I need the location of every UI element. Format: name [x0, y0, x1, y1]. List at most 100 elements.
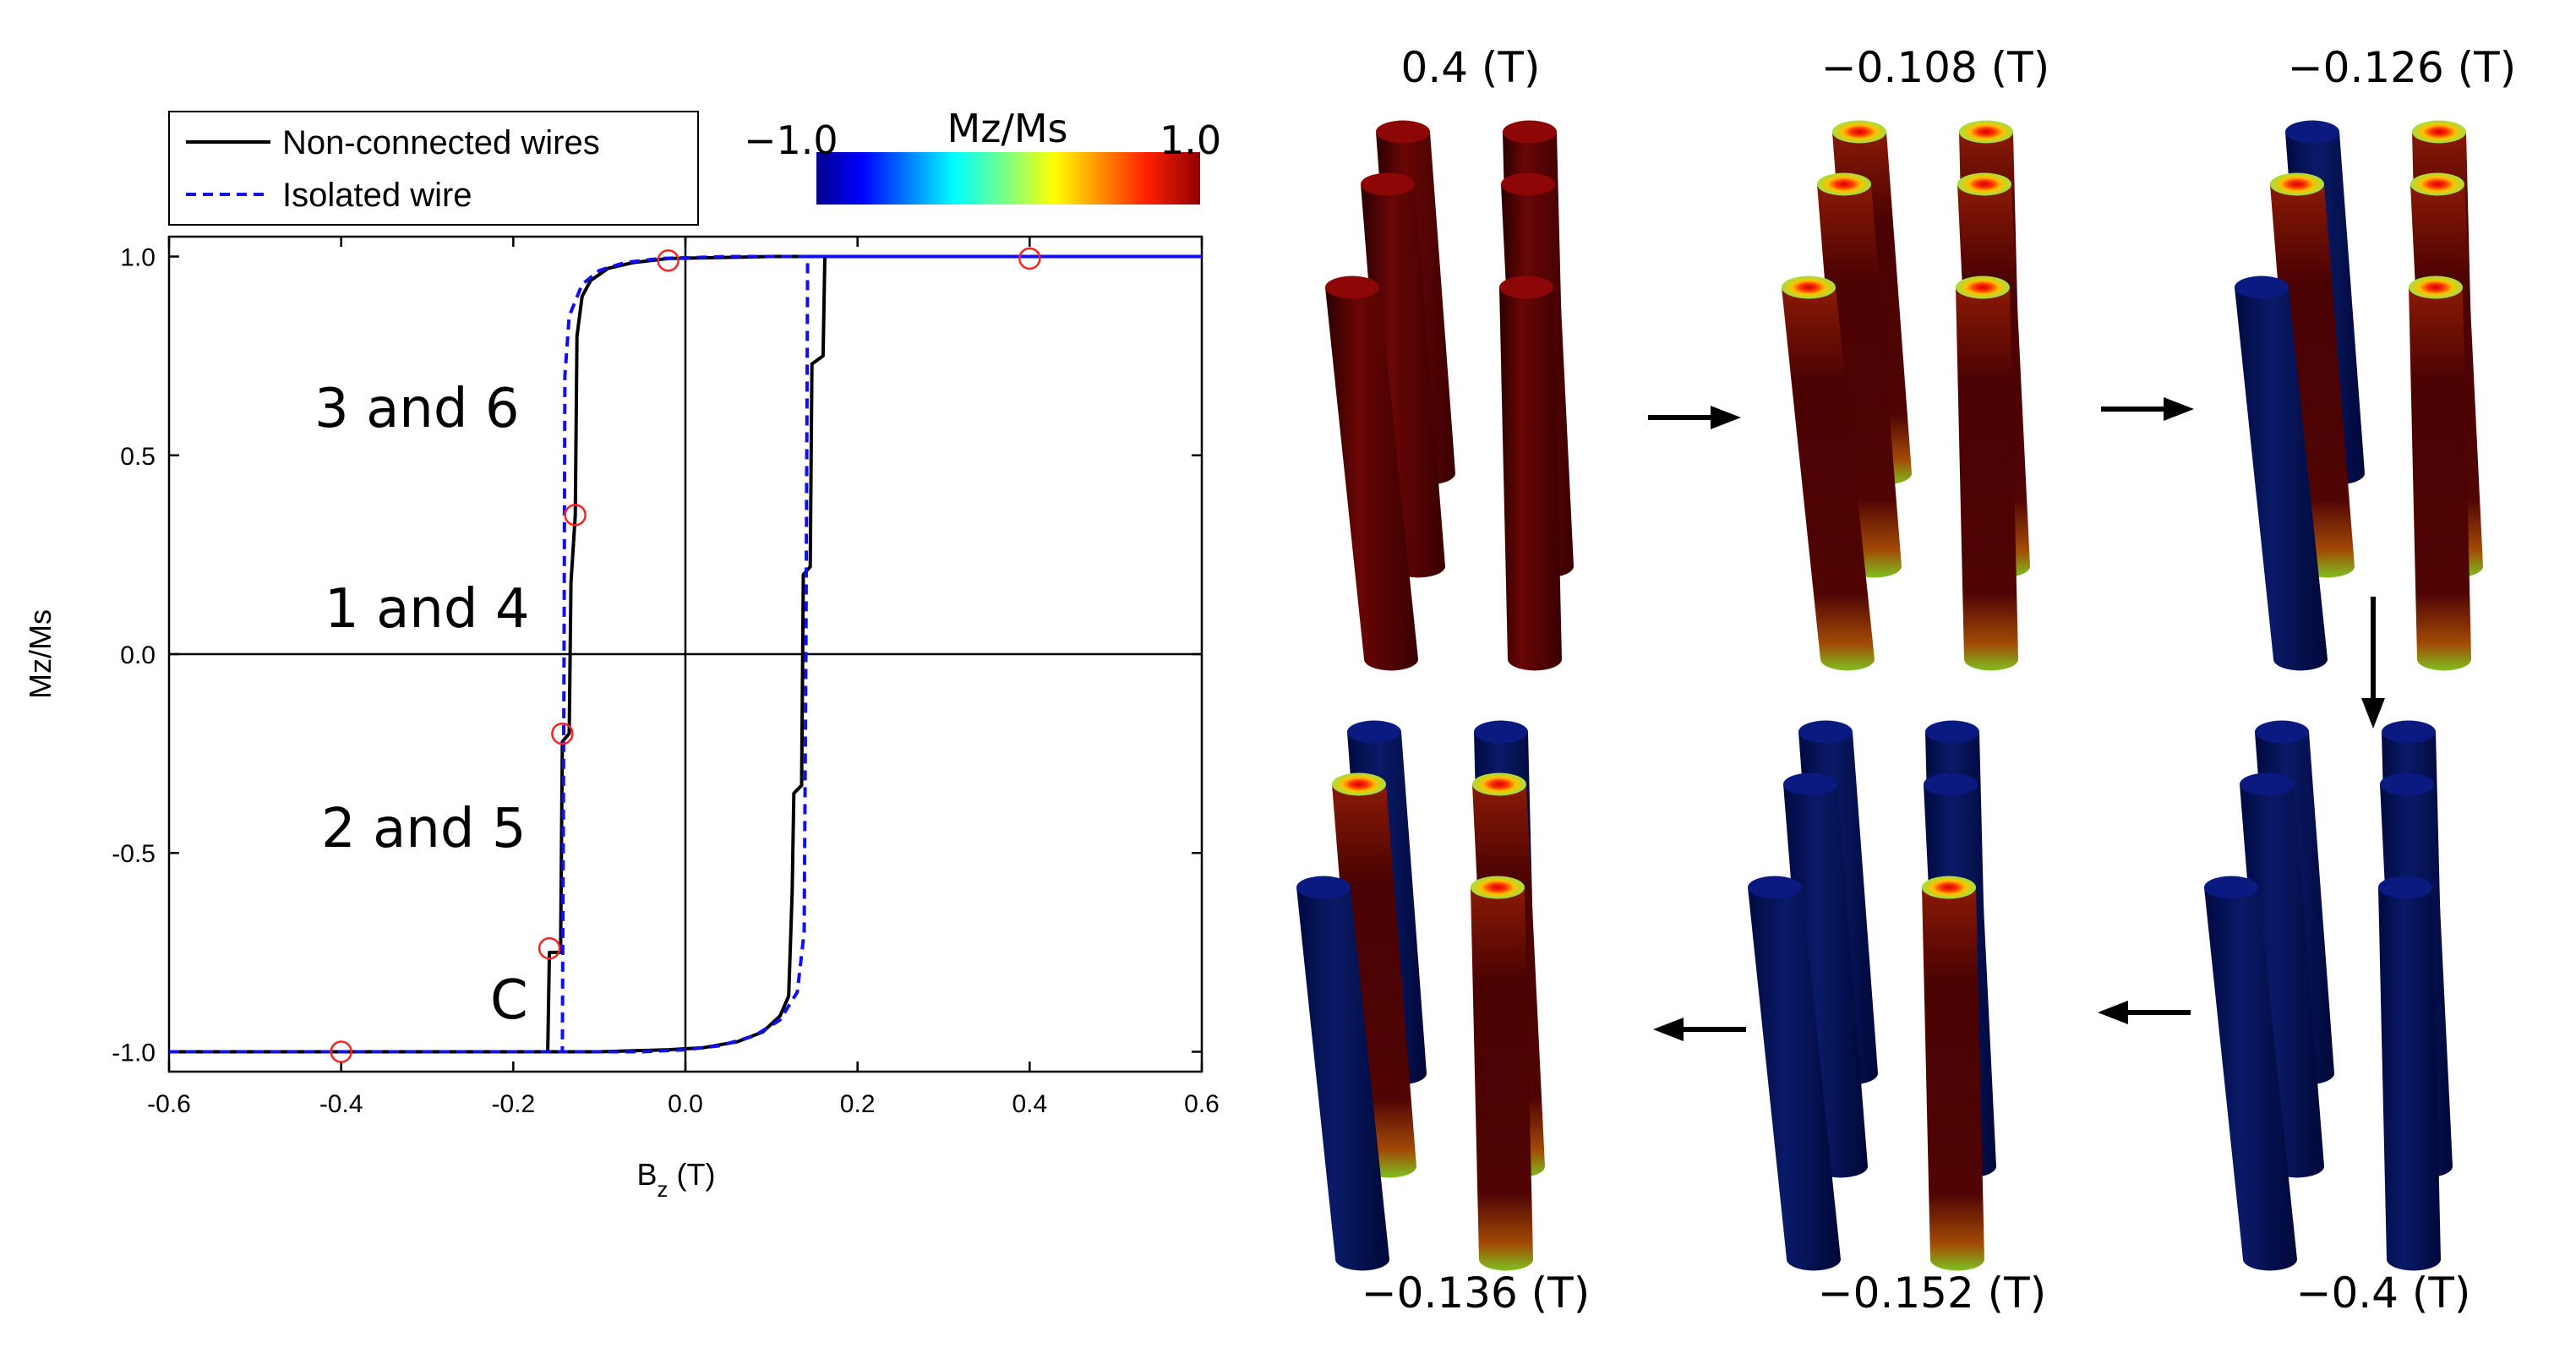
nanowire-top — [2285, 120, 2339, 144]
nanowire-body — [1922, 887, 1984, 1271]
sequence-arrow — [2361, 597, 2385, 729]
wire-panel-1 — [1325, 120, 1574, 671]
series-non-connected-branch-2 — [169, 254, 1202, 1054]
nanowire-body — [1782, 287, 1875, 671]
nanowire-top — [2204, 876, 2258, 899]
series-isolated-branch-2 — [169, 254, 1202, 1054]
colorbar-max-label: 1.0 — [1160, 117, 1221, 163]
legend: Non-connected wires Isolated wire — [168, 111, 699, 226]
arrow-head — [1711, 406, 1741, 429]
nanowire-top — [1347, 720, 1401, 744]
legend-box — [168, 111, 699, 226]
sequence-arrow — [2101, 397, 2194, 421]
series-group — [169, 254, 1202, 1054]
x-axis-title-main: B — [637, 1157, 658, 1192]
field-label-minus-0-4: −0.4 (T) — [2296, 1269, 2471, 1318]
nanowire-body — [2409, 287, 2471, 671]
wire-panel-6 — [1296, 720, 1545, 1271]
nanowire — [2270, 172, 2355, 578]
state-marker — [330, 1040, 352, 1063]
state-markers — [330, 247, 1041, 1063]
nanowire-top — [2235, 276, 2289, 299]
sequence-arrows — [1648, 397, 2385, 1041]
nanowire-body — [1361, 184, 1445, 578]
y-tick-label: 0.0 — [120, 641, 156, 669]
wire-panel-2 — [1782, 120, 2030, 671]
nanowire-top — [1782, 276, 1836, 299]
nanowire-top — [1925, 720, 1979, 744]
nanowire-top — [1501, 172, 1555, 196]
nanowire-top — [2409, 276, 2463, 299]
nanowire-top — [1924, 772, 1978, 796]
state-marker — [551, 722, 574, 745]
nanowire-top — [2255, 720, 2309, 744]
x-tick-label: 0.6 — [1184, 1090, 1220, 1118]
wire-panel-3 — [2235, 120, 2483, 671]
field-label-minus-0-152: −0.152 (T) — [1818, 1269, 2046, 1318]
nanowire — [2409, 276, 2471, 671]
annotation-3-and-6: 3 and 6 — [314, 378, 520, 440]
nanowire-body — [2270, 184, 2355, 578]
state-marker — [1018, 247, 1041, 270]
nanowire-top — [1748, 876, 1802, 899]
nanowire-body — [1296, 887, 1389, 1271]
nanowire — [2204, 876, 2297, 1271]
nanowire-body — [1783, 784, 1868, 1178]
nanowire-top — [1361, 172, 1415, 196]
field-label-0-4: 0.4 (T) — [1401, 43, 1541, 92]
annotation-2-and-5: 2 and 5 — [321, 798, 527, 860]
x-tick-label: 0.2 — [840, 1090, 876, 1118]
nanowire-body — [2240, 784, 2324, 1178]
nanowire-top — [1474, 720, 1528, 744]
wire-panel-4 — [2204, 720, 2453, 1271]
colorbar: Mz/Ms −1.0 1.0 — [744, 106, 1221, 205]
nanowire — [2378, 876, 2441, 1271]
sequence-arrow — [2098, 1001, 2191, 1024]
wire-panels — [1296, 120, 2483, 1271]
nanowire-top — [1959, 120, 2013, 144]
y-axis: -1.0 -0.5 0.0 0.5 1.0 — [112, 244, 1202, 1067]
state-marker — [657, 248, 679, 272]
nanowire-body — [1956, 287, 2018, 671]
y-tick-label: 1.0 — [120, 244, 156, 272]
annotation-c: C — [490, 969, 528, 1032]
nanowire — [1332, 772, 1416, 1178]
nanowire — [1748, 876, 1841, 1271]
nanowire-body — [1332, 784, 1416, 1178]
arrow-head — [1653, 1018, 1684, 1041]
arrow-head — [2361, 698, 2385, 729]
nanowire-top — [1503, 120, 1557, 144]
nanowire-top — [1957, 172, 2011, 196]
nanowire-top — [1471, 876, 1525, 899]
state-marker — [564, 504, 587, 527]
x-axis-title-sub: z — [658, 1176, 669, 1202]
nanowire-top — [1325, 276, 1379, 299]
nanowire-top — [1296, 876, 1351, 899]
zero-axes — [169, 237, 1202, 1072]
nanowire — [1956, 276, 2018, 671]
nanowire-top — [1798, 720, 1853, 744]
y-tick-label: -1.0 — [112, 1039, 156, 1067]
nanowire-top — [1472, 772, 1526, 796]
field-label-minus-0-108: −0.108 (T) — [1821, 43, 2049, 92]
x-tick-label: 0.0 — [668, 1090, 703, 1118]
x-axis-title-unit: (T) — [669, 1157, 716, 1192]
nanowire-top — [2240, 772, 2294, 796]
nanowire-top — [2378, 876, 2432, 899]
colorbar-min-label: −1.0 — [744, 117, 838, 163]
nanowire — [1296, 876, 1389, 1271]
nanowire — [1499, 276, 1562, 671]
nanowire-top — [1817, 172, 1871, 196]
nanowire-top — [1783, 772, 1837, 796]
legend-label-isolated: Isolated wire — [282, 177, 472, 214]
nanowire-top — [2410, 172, 2464, 196]
x-tick-label: -0.4 — [319, 1090, 363, 1118]
nanowire — [1325, 276, 1418, 671]
nanowire-body — [2235, 287, 2328, 671]
field-label-minus-0-136: −0.136 (T) — [1362, 1269, 1590, 1318]
nanowire-body — [1499, 287, 1562, 671]
nanowire-top — [1832, 120, 1886, 144]
nanowire — [2240, 772, 2324, 1178]
arrow-head — [2164, 397, 2194, 421]
